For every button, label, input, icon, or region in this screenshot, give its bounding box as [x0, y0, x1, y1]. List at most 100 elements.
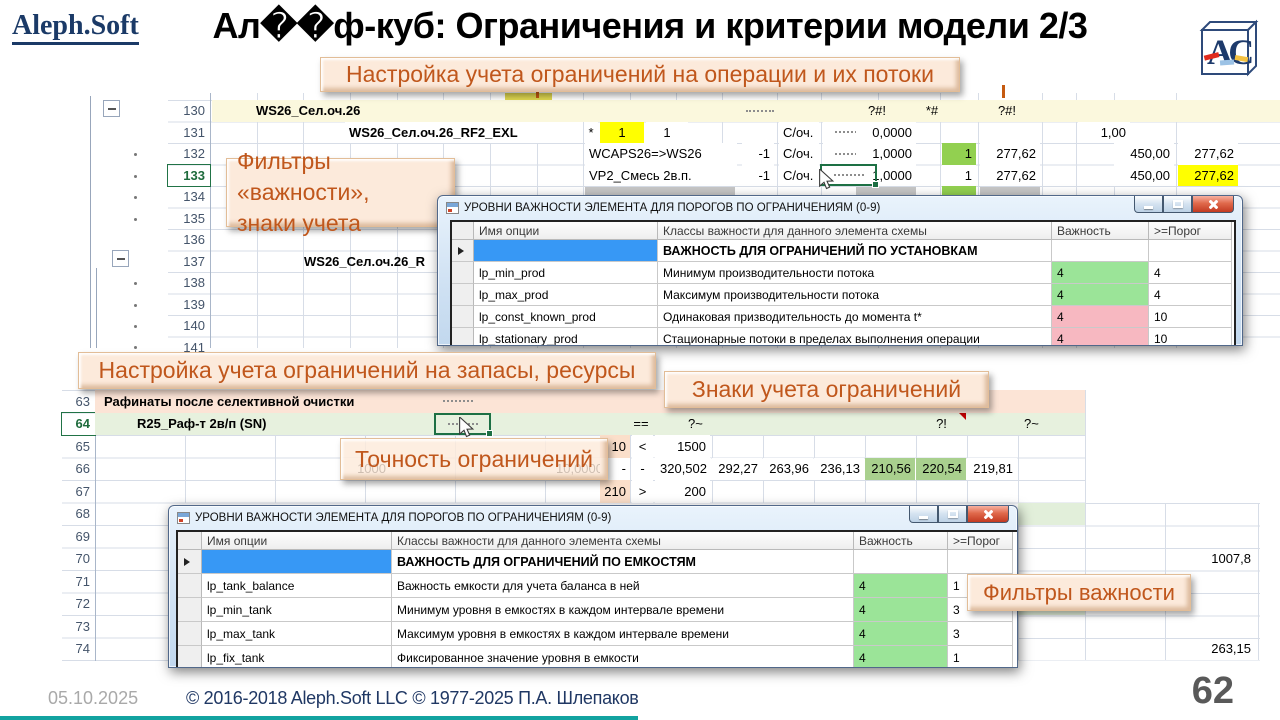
cell[interactable]: ?!: [936, 416, 947, 432]
importance-cell[interactable]: 4: [1052, 262, 1149, 284]
threshold-cell[interactable]: 1: [948, 646, 1013, 667]
dialog-row[interactable]: ВАЖНОСТЬ ДЛЯ ОГРАНИЧЕНИЙ ПО УСТАНОВКАМ: [452, 240, 1234, 262]
cell[interactable]: 0,0000: [856, 121, 916, 143]
row-header[interactable]: 73: [75, 618, 90, 634]
row-header[interactable]: 132: [183, 146, 205, 162]
dialog-row[interactable]: lp_fix_tank Фиксированное значение уровня…: [178, 646, 1017, 667]
column-header[interactable]: Имя опции: [202, 532, 392, 550]
cell[interactable]: ?#!: [997, 103, 1017, 119]
option-desc-cell[interactable]: Минимум уровня в емкостях в каждом интер…: [392, 598, 854, 622]
cell[interactable]: -: [632, 457, 653, 480]
cell[interactable]: WCAPS26=>WS26: [585, 143, 737, 165]
row-header[interactable]: 139: [183, 296, 205, 312]
column-header[interactable]: >=Порог: [1149, 222, 1232, 240]
row-selector-cell[interactable]: [452, 328, 474, 345]
cell[interactable]: 1,0000: [856, 143, 916, 165]
importance-cell[interactable]: 4: [854, 622, 948, 646]
cell[interactable]: ?#!: [867, 103, 887, 119]
cell[interactable]: [505, 93, 552, 100]
dialog-row[interactable]: lp_stationary_prod Стационарные потоки в …: [452, 328, 1234, 345]
threshold-cell[interactable]: 3: [948, 622, 1013, 646]
cell[interactable]: 1,0000: [856, 164, 916, 186]
row-header[interactable]: 68: [75, 506, 90, 522]
option-name-cell[interactable]: [474, 240, 658, 262]
cell[interactable]: >: [632, 480, 653, 503]
maximize-button[interactable]: [1163, 196, 1192, 213]
cell[interactable]: Рафинаты после селективной очистки: [104, 393, 355, 409]
cell[interactable]: ==: [633, 416, 649, 432]
cell[interactable]: WS26_Сел.оч.26: [256, 103, 361, 119]
maximize-button[interactable]: [938, 506, 967, 523]
cell[interactable]: 1: [600, 121, 644, 143]
row-header[interactable]: 133: [167, 163, 211, 187]
cell[interactable]: С/оч.: [779, 164, 819, 186]
row-selector-cell[interactable]: [178, 598, 202, 622]
option-name-cell[interactable]: [202, 550, 392, 574]
cell[interactable]: 1: [646, 121, 688, 143]
row-header[interactable]: 69: [75, 528, 90, 544]
cell[interactable]: 277,62: [1178, 143, 1238, 165]
column-header[interactable]: Важность: [1052, 222, 1149, 240]
option-name-cell[interactable]: lp_max_prod: [474, 284, 658, 306]
cell[interactable]: ?~: [688, 416, 703, 432]
cell[interactable]: [856, 187, 916, 195]
row-header[interactable]: 71: [75, 573, 90, 589]
option-name-cell[interactable]: lp_const_known_prod: [474, 306, 658, 328]
dialog-row[interactable]: lp_min_prod Минимум производительности по…: [452, 262, 1234, 284]
row-header[interactable]: 74: [75, 641, 90, 657]
row-selector-cell[interactable]: [452, 262, 474, 284]
row-header[interactable]: 130: [183, 103, 205, 119]
collapse-group-button[interactable]: [103, 100, 120, 117]
cell[interactable]: 200: [655, 480, 710, 503]
cell[interactable]: [959, 413, 966, 420]
cell[interactable]: [585, 187, 735, 195]
cell[interactable]: [942, 186, 976, 195]
collapse-group-button[interactable]: [112, 250, 129, 267]
dialog-row[interactable]: lp_min_tank Минимум уровня в емкостях в к…: [178, 598, 1017, 622]
importance-cell[interactable]: 4: [854, 574, 948, 598]
option-name-cell[interactable]: lp_min_tank: [202, 598, 392, 622]
row-selector-cell[interactable]: [452, 306, 474, 328]
cell[interactable]: [438, 390, 478, 413]
row-header[interactable]: 67: [75, 483, 90, 499]
row-selector-cell[interactable]: [178, 622, 202, 646]
option-name-cell[interactable]: lp_min_prod: [474, 262, 658, 284]
column-header[interactable]: Важность: [854, 532, 948, 550]
cell[interactable]: 1: [942, 164, 976, 186]
cell[interactable]: 450,00: [1114, 143, 1174, 165]
importance-cell[interactable]: 4: [1052, 284, 1149, 306]
option-desc-cell[interactable]: Стационарные потоки в пределах выполнени…: [658, 328, 1052, 345]
cell[interactable]: VP2_Смесь 2в.п.: [585, 164, 737, 186]
row-header[interactable]: 131: [183, 124, 205, 140]
cell[interactable]: [1018, 502, 1085, 525]
cell[interactable]: ?~: [1024, 416, 1039, 432]
row-header[interactable]: 65: [75, 438, 90, 454]
cell[interactable]: 263,96: [763, 457, 813, 480]
cell[interactable]: 277,62: [1178, 164, 1238, 186]
row-header[interactable]: 136: [183, 232, 205, 248]
threshold-cell[interactable]: 4: [1149, 284, 1232, 306]
dialog-row[interactable]: lp_tank_balance Важность емкости для учет…: [178, 574, 1017, 598]
row-selector-cell[interactable]: [452, 284, 474, 306]
cell[interactable]: 219,81: [967, 457, 1017, 480]
cell[interactable]: 210,56: [865, 457, 915, 480]
column-header[interactable]: >=Порог: [948, 532, 1013, 550]
threshold-cell[interactable]: [948, 550, 1013, 574]
option-name-cell[interactable]: lp_tank_balance: [202, 574, 392, 598]
importance-cell[interactable]: [854, 550, 948, 574]
cell[interactable]: -1: [742, 164, 774, 186]
column-header[interactable]: Классы важности для данного элемента схе…: [658, 222, 1052, 240]
threshold-cell[interactable]: 10: [1149, 328, 1232, 345]
importance-cell[interactable]: 4: [854, 598, 948, 622]
column-header[interactable]: Имя опции: [474, 222, 658, 240]
cell[interactable]: 1500: [655, 435, 710, 458]
threshold-cell[interactable]: 4: [1149, 262, 1232, 284]
importance-cell[interactable]: 4: [854, 646, 948, 667]
cell[interactable]: *: [584, 121, 598, 143]
row-header[interactable]: 63: [75, 393, 90, 409]
dialog-titlebar[interactable]: УРОВНИ ВАЖНОСТИ ЭЛЕМЕНТА ДЛЯ ПОРОГОВ ПО …: [177, 509, 611, 527]
option-desc-cell[interactable]: Фиксированное значение уровня в емкости: [392, 646, 854, 667]
row-header[interactable]: 137: [183, 253, 205, 269]
close-button[interactable]: [1192, 196, 1234, 213]
cell[interactable]: 277,62: [980, 143, 1040, 165]
